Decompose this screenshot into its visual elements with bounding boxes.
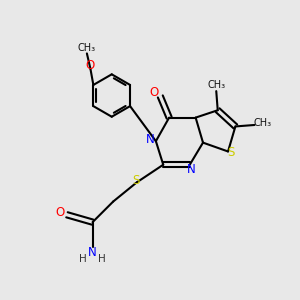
Text: H: H <box>98 254 106 264</box>
Text: CH₃: CH₃ <box>78 43 96 53</box>
Text: O: O <box>56 206 65 219</box>
Text: S: S <box>227 146 235 159</box>
Text: O: O <box>86 59 95 72</box>
Text: O: O <box>149 86 158 99</box>
Text: CH₃: CH₃ <box>207 80 225 90</box>
Text: N: N <box>88 246 97 259</box>
Text: H: H <box>79 254 87 264</box>
Text: CH₃: CH₃ <box>254 118 272 128</box>
Text: S: S <box>133 173 140 187</box>
Text: N: N <box>146 133 155 146</box>
Text: N: N <box>187 163 196 176</box>
